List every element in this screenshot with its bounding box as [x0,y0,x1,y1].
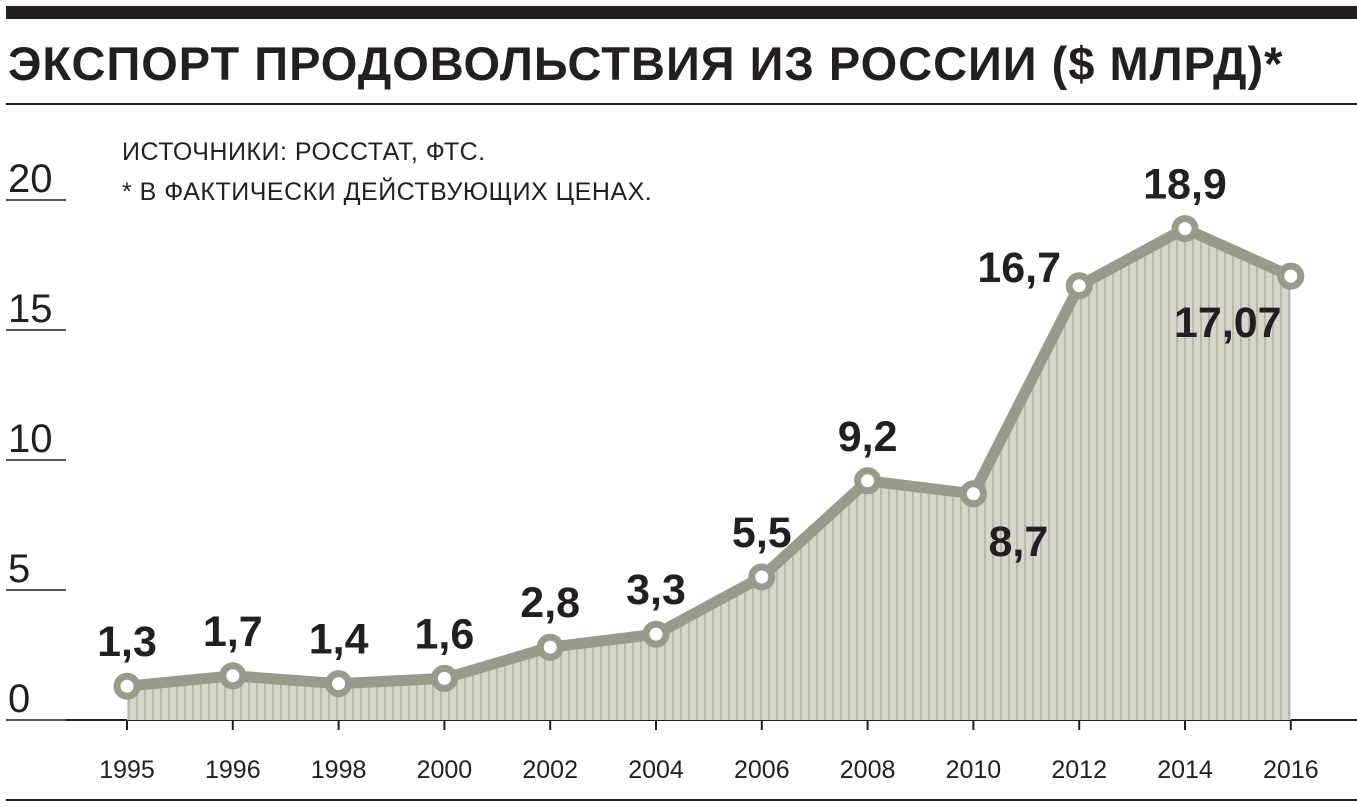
x-tick-label: 2016 [1263,756,1319,784]
data-label: 1,3 [97,618,157,666]
data-point [219,662,247,690]
x-tick-label: 1996 [205,756,261,784]
x-tick-label: 1995 [99,756,155,784]
data-point [642,620,670,648]
data-label: 9,2 [838,413,898,461]
data-point [536,633,564,661]
data-point [1277,262,1305,290]
data-label: 8,7 [989,518,1049,566]
x-tick-label: 2002 [522,756,578,784]
data-label: 1,4 [309,616,369,664]
x-tick-label: 2000 [417,756,473,784]
x-tick-label: 2010 [946,756,1002,784]
y-tick-label: 20 [8,157,53,201]
data-label: 1,6 [415,610,475,658]
data-point [113,672,141,700]
data-point [325,670,353,698]
x-tick-label: 2012 [1051,756,1107,784]
data-label: 16,7 [977,244,1061,292]
data-point [430,664,458,692]
x-tick-label: 2008 [840,756,896,784]
x-tick-label: 2004 [628,756,684,784]
title-divider [6,103,1357,105]
chart-title: ЭКСПОРТ ПРОДОВОЛЬСТВИЯ ИЗ РОССИИ ($ МЛРД… [8,37,1284,90]
data-point [959,480,987,508]
x-tick-label: 2014 [1157,756,1213,784]
data-point [748,563,776,591]
area-fill [127,228,1291,720]
x-tick-label: 1998 [311,756,367,784]
y-tick-label: 15 [8,287,53,331]
source-note: ИСТОЧНИКИ: РОССТАТ, ФТС. [122,138,486,166]
data-point [1065,272,1093,300]
bottom-divider [6,799,1357,801]
y-tick-label: 0 [8,677,30,721]
price-note: * В ФАКТИЧЕСКИ ДЕЙСТВУЮЩИХ ЦЕНАХ. [122,178,653,206]
data-label: 17,07 [1174,299,1282,347]
data-label: 3,3 [626,566,686,614]
data-label: 5,5 [732,509,792,557]
data-label: 2,8 [520,579,580,627]
data-point [1171,215,1199,243]
series-line [126,223,1294,692]
y-tick-label: 5 [8,547,30,591]
data-label: 18,9 [1143,161,1227,209]
top-bar [6,6,1357,19]
data-point [854,467,882,495]
y-tick-label: 10 [8,417,53,461]
data-label: 1,7 [203,608,263,656]
x-tick-label: 2006 [734,756,790,784]
